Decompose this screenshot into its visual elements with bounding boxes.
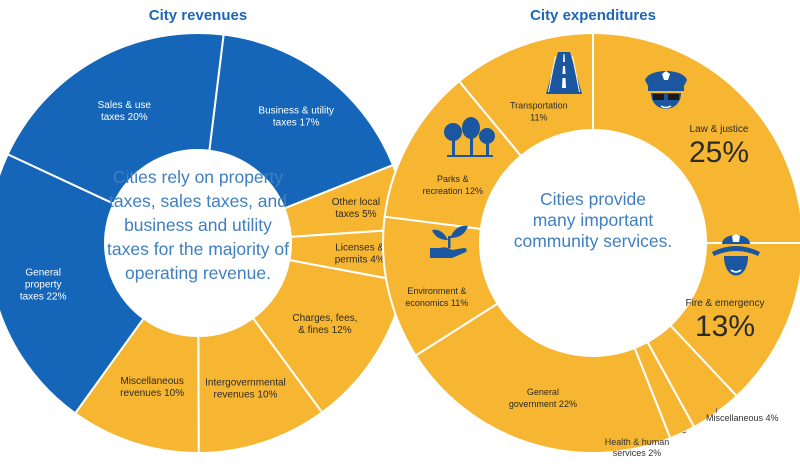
revenue-label-miscellaneous: Miscellaneous revenues 10% (120, 376, 184, 399)
road-icon (546, 52, 582, 94)
revenue-chart-title: City revenues (149, 7, 247, 24)
expenditure-label-environment-economics: Environment & economics 11% (405, 286, 468, 308)
expenditure-label-general-government: General government 22% (509, 387, 577, 409)
revenue-label-charges-fees-fines: Charges, fees, & fines 12% (292, 313, 357, 336)
plant-hand-icon (430, 225, 468, 258)
expenditure-slice-general-government (414, 302, 672, 454)
expenditure-label-miscellaneous: Miscellaneous 4% (706, 413, 779, 423)
revenue-slice-business-utility (208, 33, 395, 210)
expenditure-label-parks-recreation: Parks & recreation 12% (423, 174, 484, 196)
revenue-slice-general-property (0, 152, 145, 415)
expenditure-value-law-justice: 25% (689, 136, 749, 169)
expenditure-label-health-human: Health & human services 2% (605, 437, 670, 458)
expenditure-label-fire-emergency: Fire & emergency (686, 298, 765, 309)
revenue-center-text: Cities rely on property taxes, sales taxe… (107, 167, 289, 283)
expenditure-slice-law-justice (592, 31, 800, 244)
revenue-label-general-property: General property taxes 22% (20, 267, 67, 302)
revenue-slice-sales-use (6, 32, 225, 206)
police-officer-icon (645, 71, 687, 109)
firefighter-icon (712, 234, 760, 276)
revenue-label-licenses-permits: Licenses & permits 4% (335, 243, 385, 266)
trees-icon (444, 117, 495, 157)
expenditure-leader-health-human (682, 431, 687, 434)
revenue-slice-charges-fees-fines (251, 258, 406, 414)
expenditure-center-text: Cities provide many important community se… (514, 189, 673, 251)
expenditure-chart-title: City expenditures (530, 7, 656, 24)
expenditure-label-law-justice: Law & justice (690, 124, 749, 135)
revenue-chart: City revenues Business & utility taxes 17… (0, 7, 409, 455)
expenditure-value-fire-emergency: 13% (695, 310, 755, 343)
revenue-label-business-utility: Business & utility taxes 17% (258, 105, 334, 128)
revenue-label-other-local: Other local taxes 5% (332, 197, 380, 220)
expenditure-label-transportation: Transportation 11% (510, 100, 568, 122)
revenue-label-intergovernmental: Intergovernmental revenues 10% (205, 377, 286, 400)
revenue-label-sales-use: Sales & use taxes 20% (98, 100, 152, 123)
